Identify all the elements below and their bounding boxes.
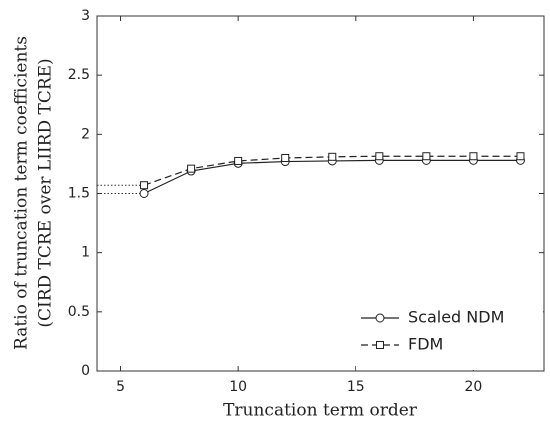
legend-marker [375,313,385,323]
marker [281,154,290,162]
legend-marker [376,341,384,349]
x-tick-label: 10 [229,379,247,395]
legend-label: Scaled NDM [408,308,504,327]
marker [187,164,196,173]
y-tick-label: 2 [81,126,90,142]
x-tick-label: 15 [347,379,365,395]
marker [375,152,384,161]
y-tick-label: 3 [81,8,90,24]
marker [422,152,431,161]
marker [234,156,243,165]
marker [140,181,149,190]
y-axis-label: Ratio of truncation term coefficients [12,36,32,350]
marker [516,152,525,161]
legend-label: FDM [408,335,443,354]
y-axis-label: (CIRD TCRE over LIIRD TCRE) [36,58,56,327]
x-tick-label: 20 [465,379,483,395]
marker [328,152,337,161]
y-tick-label: 1.5 [68,186,90,202]
y-tick-label: 0.5 [68,304,90,320]
x-tick-label: 5 [116,379,125,395]
y-tick-label: 2.5 [68,67,90,83]
legend [356,300,543,370]
marker [469,152,478,161]
y-tick-label: 1 [81,245,90,261]
x-axis-label: Truncation term order [223,401,418,421]
y-tick-label: 0 [81,363,90,379]
marker [139,189,149,198]
